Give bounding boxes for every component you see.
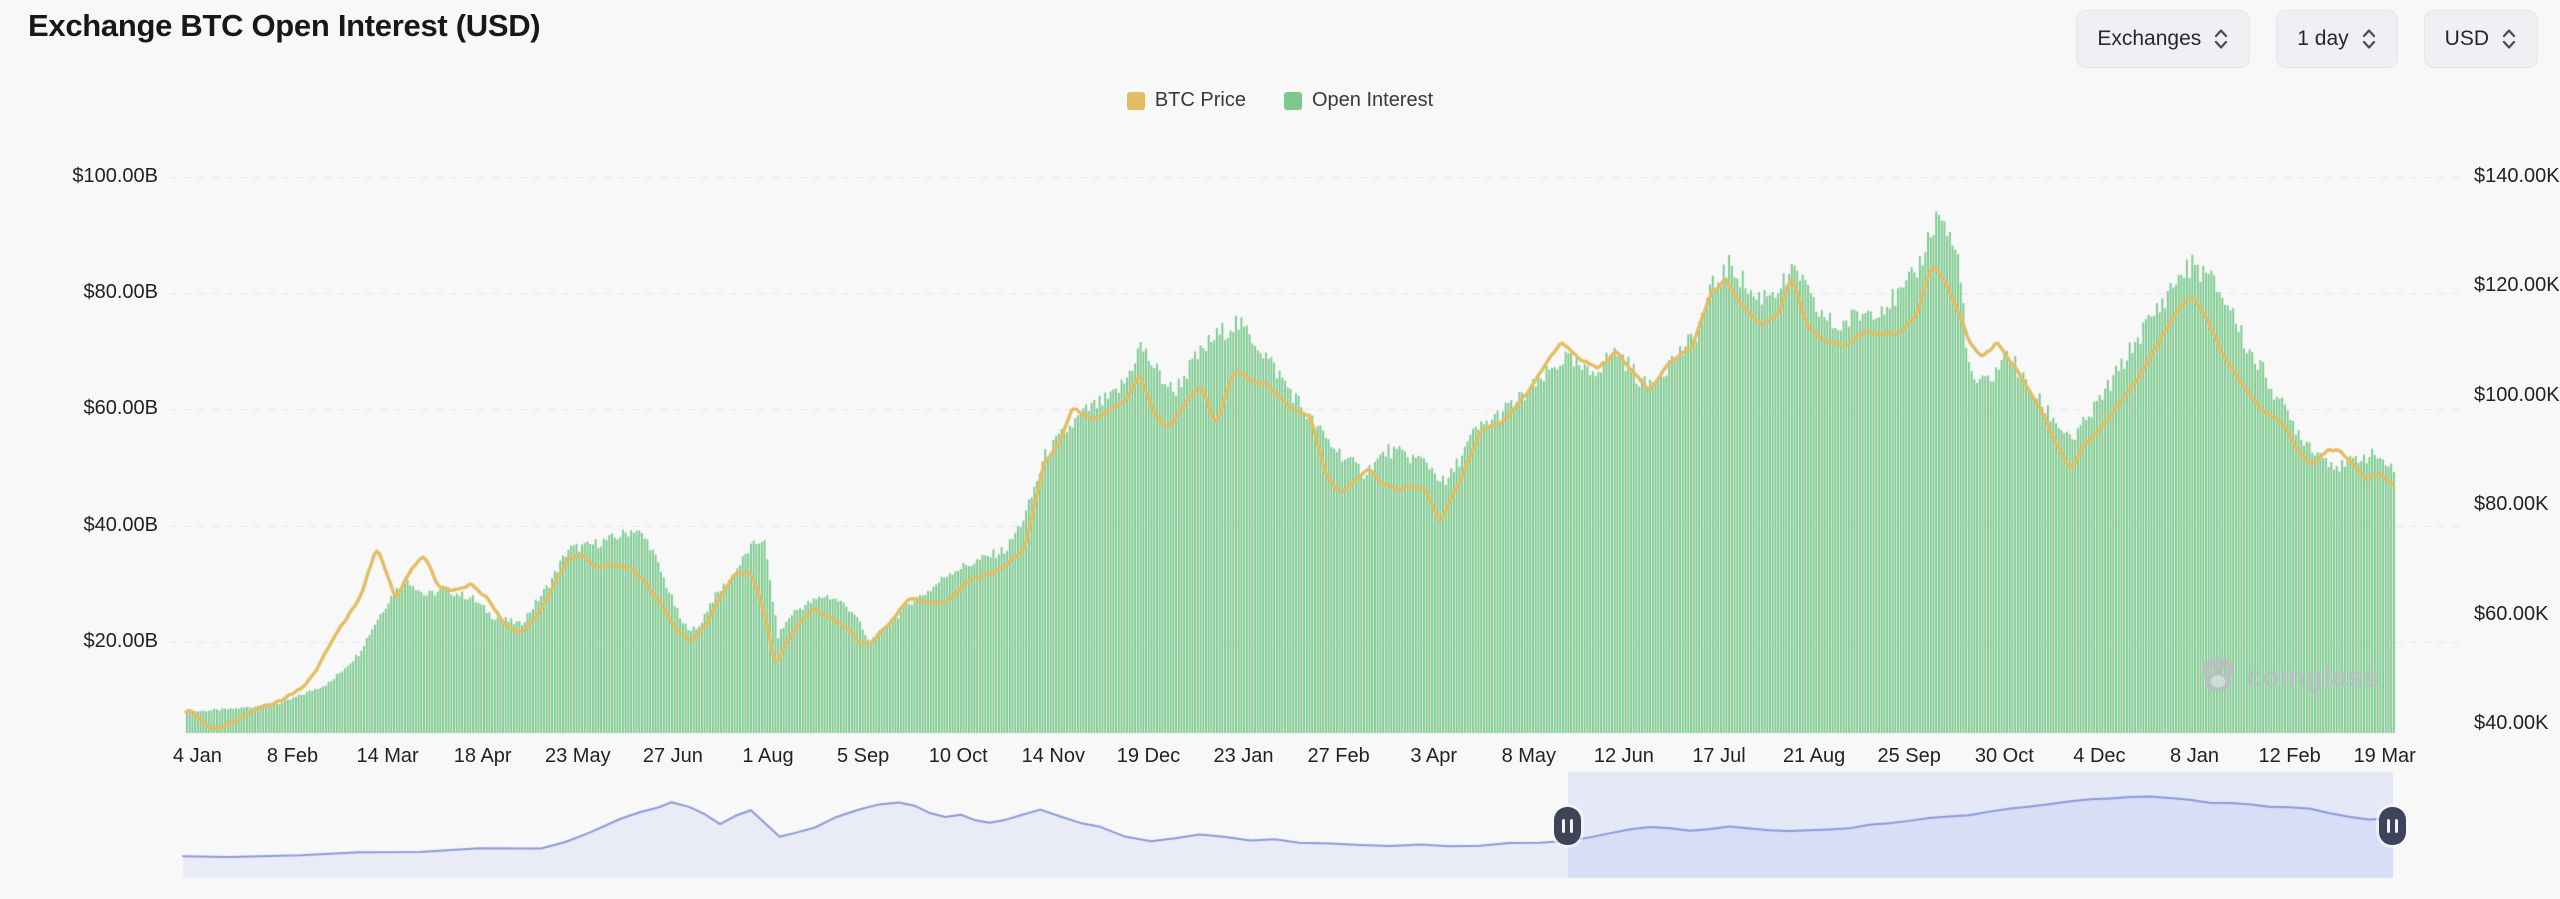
navigator-selection[interactable] bbox=[1568, 772, 2393, 878]
left-axis-tick: $20.00B bbox=[83, 630, 158, 652]
btc-price-swatch bbox=[1126, 91, 1145, 110]
chart-legend: BTC Price Open Interest bbox=[0, 89, 2560, 112]
left-axis-tick: $80.00B bbox=[83, 281, 158, 303]
currency-dropdown[interactable]: USD bbox=[2423, 10, 2538, 68]
x-axis-tick: 14 Nov bbox=[1021, 745, 1085, 767]
x-axis-tick: 8 Jan bbox=[2170, 745, 2219, 767]
x-axis-tick: 27 Feb bbox=[1307, 745, 1370, 767]
coinglass-watermark: coinglass bbox=[2198, 654, 2380, 699]
exchanges-dropdown-label: Exchanges bbox=[2097, 27, 2202, 50]
x-axis-tick: 8 Feb bbox=[266, 745, 319, 767]
updown-chevron-icon bbox=[2501, 27, 2517, 51]
right-axis-tick: $80.00K bbox=[2474, 493, 2549, 515]
x-axis-tick: 1 Aug bbox=[742, 745, 794, 767]
right-axis-tick: $100.00K bbox=[2474, 384, 2560, 406]
coinglass-logo-icon bbox=[2198, 654, 2238, 699]
x-axis-tick: 18 Apr bbox=[453, 745, 512, 767]
navigator-right-handle[interactable] bbox=[2379, 807, 2406, 845]
legend-label-btc-price: BTC Price bbox=[1154, 89, 1246, 111]
x-axis-tick: 23 Jan bbox=[1213, 745, 1274, 767]
x-axis-tick: 14 Mar bbox=[356, 745, 419, 767]
interval-dropdown[interactable]: 1 day bbox=[2276, 10, 2398, 68]
x-axis-tick: 27 Jun bbox=[642, 745, 703, 767]
x-axis-tick: 19 Dec bbox=[1116, 745, 1181, 767]
page-title: Exchange BTC Open Interest (USD) bbox=[28, 8, 541, 43]
x-axis-tick: 25 Sep bbox=[1877, 745, 1941, 767]
left-axis-tick: $40.00B bbox=[83, 514, 158, 536]
x-axis-tick: 10 Oct bbox=[928, 745, 988, 767]
right-axis-tick: $120.00K bbox=[2474, 274, 2560, 296]
x-axis-tick: 8 May bbox=[1501, 745, 1557, 767]
x-axis-tick: 19 Mar bbox=[2353, 745, 2416, 767]
legend-item-open-interest[interactable]: Open Interest bbox=[1283, 89, 1434, 112]
left-axis-tick: $60.00B bbox=[83, 397, 158, 419]
legend-label-open-interest: Open Interest bbox=[1311, 89, 1434, 111]
x-axis-tick: 12 Jun bbox=[1593, 745, 1654, 767]
currency-dropdown-label: USD bbox=[2444, 27, 2489, 50]
x-axis-tick: 30 Oct bbox=[1974, 745, 2034, 767]
chart-controls: Exchanges 1 day USD bbox=[2076, 10, 2538, 68]
legend-item-btc-price[interactable]: BTC Price bbox=[1126, 89, 1246, 112]
x-axis-tick: 12 Feb bbox=[2258, 745, 2321, 767]
x-axis-tick: 21 Aug bbox=[1782, 745, 1846, 767]
exchanges-dropdown[interactable]: Exchanges bbox=[2076, 10, 2251, 68]
updown-chevron-icon bbox=[2213, 27, 2229, 51]
x-axis-tick: 23 May bbox=[545, 745, 611, 767]
right-axis-tick: $60.00K bbox=[2474, 603, 2549, 625]
navigator-left-handle[interactable] bbox=[1554, 807, 1581, 845]
x-axis-tick: 4 Dec bbox=[2073, 745, 2126, 767]
open-interest-swatch bbox=[1283, 91, 1302, 110]
coinglass-watermark-text: coinglass bbox=[2246, 660, 2380, 692]
x-axis-tick: 4 Jan bbox=[172, 745, 222, 767]
interval-dropdown-label: 1 day bbox=[2297, 27, 2349, 50]
x-axis-tick: 5 Sep bbox=[836, 745, 890, 767]
right-axis-tick: $140.00K bbox=[2474, 165, 2560, 187]
updown-chevron-icon bbox=[2361, 27, 2377, 51]
x-axis-tick: 17 Jul bbox=[1692, 745, 1746, 767]
left-axis-tick: $100.00B bbox=[72, 165, 158, 187]
x-axis-tick: 3 Apr bbox=[1410, 745, 1458, 767]
right-axis-tick: $40.00K bbox=[2474, 712, 2549, 734]
